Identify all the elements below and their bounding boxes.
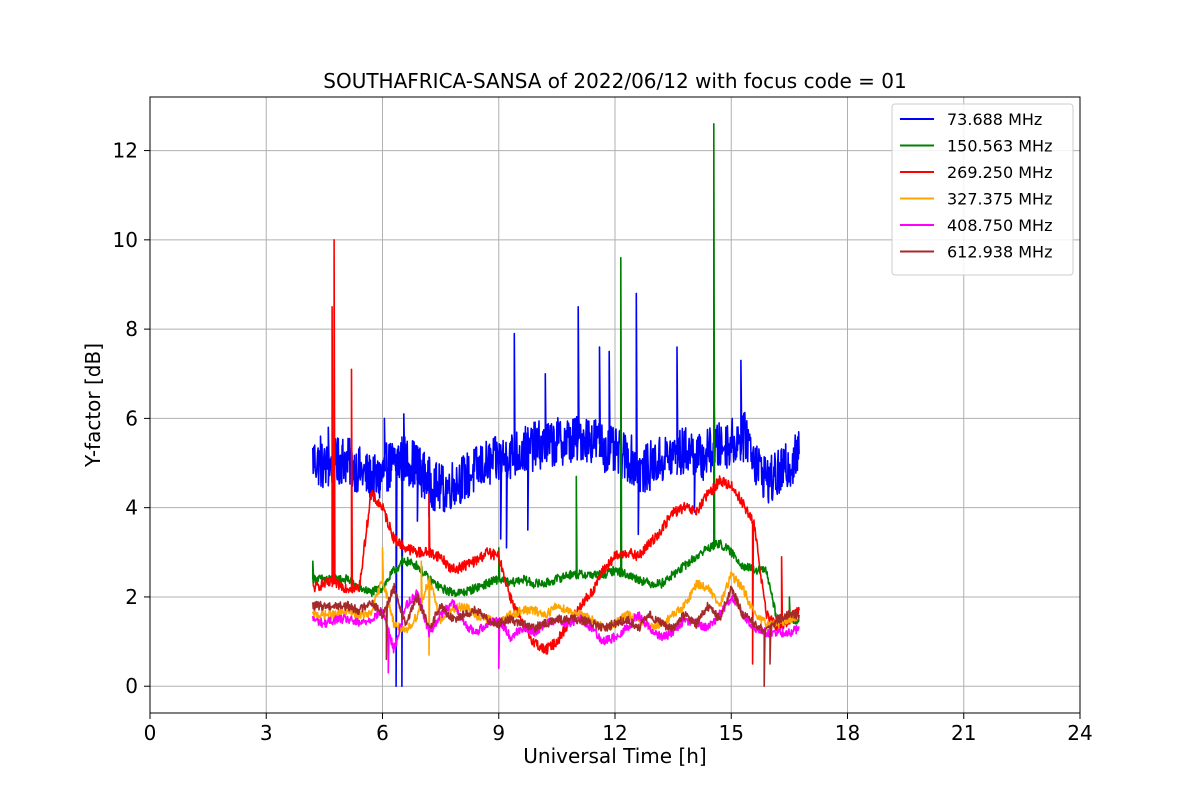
series-line	[312, 582, 800, 687]
y-tick-label: 4	[125, 496, 138, 520]
series-line	[312, 547, 800, 656]
legend-label: 150.563 MHz	[947, 137, 1052, 156]
y-tick-label: 8	[125, 317, 138, 341]
x-tick-label: 6	[376, 721, 389, 745]
legend-label: 73.688 MHz	[947, 110, 1042, 129]
series-line	[312, 292, 800, 687]
legend-label: 612.938 MHz	[947, 243, 1052, 262]
x-tick-label: 18	[835, 721, 860, 745]
y-tick-label: 2	[125, 585, 138, 609]
x-tick-label: 0	[144, 721, 157, 745]
x-tick-label: 21	[951, 721, 976, 745]
series-line	[312, 123, 800, 628]
x-tick-label: 12	[602, 721, 627, 745]
y-tick-label: 6	[125, 406, 138, 430]
legend-label: 408.750 MHz	[947, 216, 1052, 235]
series-line	[312, 239, 800, 665]
y-tick-label: 10	[113, 228, 138, 252]
x-tick-label: 3	[260, 721, 273, 745]
x-tick-label: 15	[719, 721, 744, 745]
legend-box	[891, 103, 1074, 276]
y-tick-label: 12	[113, 139, 138, 163]
y-axis-label: Y-factor [dB]	[81, 343, 105, 468]
legend-label: 269.250 MHz	[947, 163, 1052, 182]
x-tick-label: 24	[1067, 721, 1092, 745]
chart-title: SOUTHAFRICA-SANSA of 2022/06/12 with foc…	[323, 69, 907, 93]
x-axis-label: Universal Time [h]	[523, 744, 706, 768]
legend: 73.688 MHz 150.563 MHz 269.250 MHz 327.375 …	[891, 103, 1074, 276]
legend-label: 327.375 MHz	[947, 190, 1052, 209]
series-layer	[312, 123, 800, 687]
x-tick-label: 9	[492, 721, 505, 745]
y-tick-label: 0	[125, 674, 138, 698]
